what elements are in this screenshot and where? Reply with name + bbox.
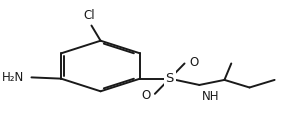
Text: S: S <box>165 72 174 85</box>
Text: Cl: Cl <box>83 9 95 22</box>
Text: NH: NH <box>202 90 219 103</box>
Text: H₂N: H₂N <box>2 71 25 84</box>
Text: O: O <box>189 56 198 69</box>
Text: O: O <box>141 89 150 102</box>
